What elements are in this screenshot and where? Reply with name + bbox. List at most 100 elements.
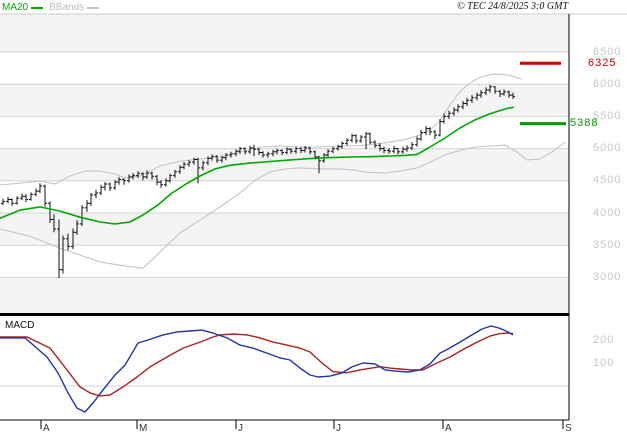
- price-axis-label: 4500: [593, 174, 622, 187]
- background-stripe: [0, 277, 569, 313]
- candle: [289, 148, 293, 154]
- bollinger-lower-band: [0, 141, 566, 269]
- candle: [424, 126, 428, 136]
- candle: [428, 127, 432, 136]
- candle: [1, 198, 5, 206]
- legend-item-bbands[interactable]: BBands: [49, 2, 100, 13]
- candle: [38, 183, 42, 193]
- candle: [173, 169, 177, 178]
- candle: [447, 110, 451, 119]
- candle: [331, 146, 335, 154]
- candle: [15, 196, 19, 205]
- candle: [108, 182, 112, 192]
- candle: [248, 146, 252, 154]
- price-axis-label: 5000: [593, 142, 622, 155]
- price-axis-label: 3000: [593, 270, 622, 283]
- candle: [229, 151, 233, 158]
- candle: [127, 174, 131, 183]
- month-axis-label: A: [43, 423, 50, 434]
- macd-signal-line: [0, 332, 514, 397]
- month-axis-label: M: [139, 423, 148, 434]
- month-axis-label: A: [445, 423, 452, 434]
- candle: [461, 100, 465, 110]
- candle: [6, 196, 10, 204]
- candle: [303, 146, 307, 153]
- candle: [224, 153, 228, 161]
- candle: [364, 131, 368, 150]
- legend-item-ma20[interactable]: MA20: [2, 2, 44, 13]
- candle: [340, 141, 344, 149]
- macd-axis-label: 100: [593, 356, 615, 369]
- candle: [378, 143, 382, 152]
- candle: [187, 160, 191, 167]
- candle: [336, 144, 340, 151]
- candle: [89, 193, 93, 206]
- candle: [99, 184, 103, 195]
- candle: [150, 171, 154, 180]
- candle: [61, 235, 65, 274]
- candle: [261, 151, 265, 158]
- background-stripe: [0, 213, 569, 246]
- candle: [136, 171, 140, 179]
- candle: [507, 90, 511, 98]
- candle: [94, 189, 98, 199]
- candle: [220, 155, 224, 163]
- candle: [43, 184, 47, 207]
- candle: [52, 214, 56, 233]
- candle: [280, 149, 284, 155]
- candle: [470, 95, 474, 103]
- resistance-price-label: 6325: [588, 56, 617, 69]
- candle: [442, 113, 446, 124]
- candle: [117, 176, 121, 185]
- price-axis-label: 5500: [593, 109, 622, 122]
- candle: [275, 148, 279, 155]
- candle: [75, 220, 79, 235]
- candle: [308, 146, 312, 155]
- candle: [29, 192, 33, 201]
- candle: [345, 138, 349, 146]
- candle: [456, 104, 460, 113]
- macd-axis-label: 200: [593, 333, 615, 346]
- candle: [465, 97, 469, 107]
- candle: [155, 175, 159, 186]
- legend: MA20 BBands: [2, 1, 100, 14]
- candle: [387, 148, 391, 154]
- macd-panel-label: MACD: [5, 320, 35, 331]
- price-axis-label: 3500: [593, 238, 622, 251]
- candle: [141, 172, 145, 181]
- candle: [294, 146, 298, 154]
- background-stripe: [0, 148, 569, 181]
- candle: [452, 107, 456, 116]
- candle: [350, 133, 354, 143]
- candle: [145, 170, 149, 179]
- candle: [201, 160, 205, 171]
- candle: [410, 142, 414, 150]
- candle: [182, 162, 186, 170]
- candle: [10, 198, 14, 206]
- candle: [85, 200, 89, 212]
- candle: [103, 182, 107, 191]
- candle: [34, 188, 38, 197]
- month-axis-label: J: [336, 423, 341, 434]
- candle: [475, 92, 479, 101]
- candle: [493, 86, 497, 94]
- candle: [419, 129, 423, 141]
- candle: [252, 144, 256, 157]
- candle: [433, 129, 437, 139]
- candle: [243, 147, 247, 155]
- price-axis-label: 6000: [593, 77, 622, 90]
- price-axis-label: 6500: [593, 45, 622, 58]
- candle: [159, 180, 163, 188]
- background-stripe: [0, 84, 569, 117]
- candle: [210, 154, 214, 161]
- month-axis-label: J: [238, 423, 243, 434]
- candle: [66, 233, 70, 251]
- month-axis-label: S: [565, 423, 572, 434]
- candle: [326, 149, 330, 157]
- candle: [266, 151, 270, 158]
- candle: [498, 90, 502, 98]
- candle: [168, 173, 172, 183]
- copyright-text: © TEC 24/8/2025 3:0 GMT: [457, 1, 568, 12]
